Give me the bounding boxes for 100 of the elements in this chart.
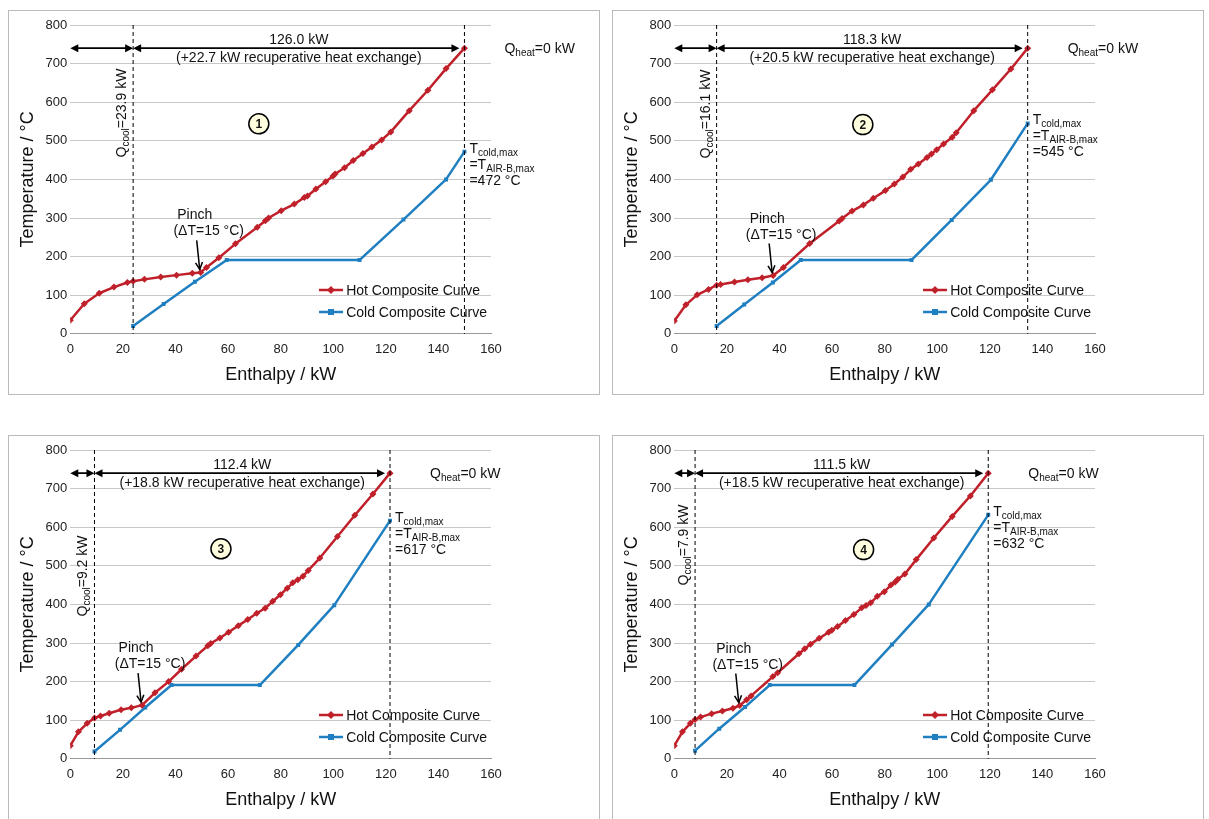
- annotation: 3: [217, 540, 225, 557]
- y-tick-label: 400: [45, 595, 68, 611]
- y-axis-title: Temperature / °C: [16, 111, 37, 248]
- point: [742, 302, 747, 307]
- point: [234, 622, 242, 630]
- point: [231, 240, 239, 248]
- legend-label: Cold Composite Curve: [346, 728, 487, 745]
- point: [276, 591, 284, 599]
- x-tick-label: 60: [824, 766, 840, 782]
- x-tick-label: 40: [168, 341, 183, 357]
- y-tick-label: 700: [649, 55, 672, 71]
- point: [157, 273, 165, 281]
- point: [1007, 65, 1015, 73]
- x-tick-label: 40: [168, 766, 183, 782]
- point: [859, 201, 867, 209]
- point: [697, 713, 705, 721]
- point: [769, 272, 777, 280]
- point: [887, 581, 895, 589]
- point: [880, 588, 888, 596]
- y-tick-label: 400: [45, 170, 68, 186]
- point: [277, 207, 285, 215]
- point: [834, 622, 842, 630]
- point: [351, 511, 359, 519]
- point: [841, 617, 849, 625]
- x-tick-label: 20: [115, 341, 131, 357]
- point: [948, 512, 956, 520]
- y-axis-title: Temperature / °C: [620, 536, 641, 673]
- point: [795, 650, 803, 658]
- point: [151, 689, 159, 697]
- y-tick-label: 600: [45, 93, 68, 109]
- x-axis-title: Enthalpy / kW: [225, 364, 337, 385]
- point: [118, 727, 122, 732]
- point: [801, 645, 809, 653]
- point: [779, 263, 787, 271]
- point: [914, 160, 922, 168]
- annotation: 118.3 kW: [843, 31, 902, 48]
- point: [105, 709, 113, 717]
- point: [138, 701, 146, 709]
- y-tick-label: 300: [649, 209, 672, 225]
- y-tick-label: 0: [60, 750, 68, 766]
- x-tick-label: 140: [1031, 766, 1054, 782]
- legend-label: Cold Composite Curve: [950, 303, 1091, 320]
- x-tick-label: 100: [322, 766, 345, 782]
- x-tick-label: 120: [978, 341, 1001, 357]
- point: [253, 609, 261, 617]
- point: [173, 271, 181, 279]
- point: [261, 604, 269, 612]
- y-tick-label: 700: [45, 480, 68, 496]
- y-tick-label: 0: [664, 325, 672, 341]
- point: [192, 279, 197, 284]
- point: [97, 712, 105, 720]
- annotation: 4: [860, 541, 867, 558]
- point: [743, 696, 751, 704]
- y-tick-label: 700: [45, 55, 68, 71]
- y-tick-label: 600: [649, 518, 672, 534]
- point: [341, 164, 349, 172]
- legend-label: Hot Composite Curve: [950, 281, 1084, 298]
- point: [299, 572, 307, 580]
- y-tick-label: 400: [649, 595, 672, 611]
- x-tick-label: 40: [772, 766, 787, 782]
- annotation: T$_{cold,max}$: [1032, 111, 1082, 130]
- point: [378, 136, 386, 144]
- point: [290, 200, 298, 208]
- y-tick-label: 800: [45, 441, 68, 457]
- x-tick-label: 80: [273, 766, 288, 782]
- y-tick-label: 600: [45, 518, 68, 534]
- point: [743, 705, 747, 710]
- x-tick-label: 120: [374, 341, 397, 357]
- y-axis-title: Temperature / °C: [620, 111, 641, 248]
- y-tick-label: 400: [649, 170, 672, 186]
- point: [869, 194, 877, 202]
- point: [717, 726, 722, 731]
- point: [312, 185, 320, 193]
- point: [332, 603, 337, 608]
- x-axis-title: Enthalpy / kW: [829, 364, 941, 385]
- y-tick-label: 300: [45, 634, 68, 650]
- annotation: 2: [859, 116, 867, 133]
- point: [899, 173, 907, 181]
- y-tick-label: 200: [649, 248, 672, 264]
- point: [215, 254, 223, 262]
- annotation: Q$_{heat}$=0 kW: [1067, 40, 1139, 59]
- annotation: (ΔT=15 °C): [712, 655, 784, 672]
- annotation: (ΔT=15 °C): [745, 225, 817, 242]
- point: [769, 673, 777, 681]
- x-tick-label: 60: [824, 341, 840, 357]
- point: [828, 626, 836, 634]
- point: [83, 719, 91, 727]
- point: [850, 610, 858, 618]
- y-tick-label: 200: [45, 673, 68, 689]
- point: [444, 177, 449, 182]
- point: [405, 107, 413, 115]
- point: [203, 263, 210, 271]
- legend-label: Cold Composite Curve: [346, 303, 487, 320]
- point: [304, 566, 312, 574]
- point: [948, 133, 956, 141]
- annotation: (+18.5 kW recuperative heat exchange): [718, 474, 965, 491]
- y-tick-label: 0: [664, 750, 672, 766]
- legend-label: Hot Composite Curve: [950, 706, 1084, 723]
- point: [216, 634, 224, 642]
- x-tick-label: 60: [220, 341, 236, 357]
